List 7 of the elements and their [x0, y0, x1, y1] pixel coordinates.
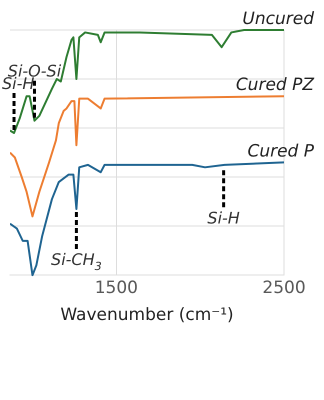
- x-tick-label: 1500: [94, 278, 138, 298]
- annotation: Si-H: [207, 208, 240, 228]
- series-label: Cured P: [247, 141, 315, 162]
- series-label: Uncured: [242, 9, 314, 29]
- x-tick-label: 2500: [262, 278, 306, 298]
- series-label: Cured PZ: [236, 75, 314, 96]
- x-axis-title: Wavenumber (cm⁻¹): [60, 305, 234, 326]
